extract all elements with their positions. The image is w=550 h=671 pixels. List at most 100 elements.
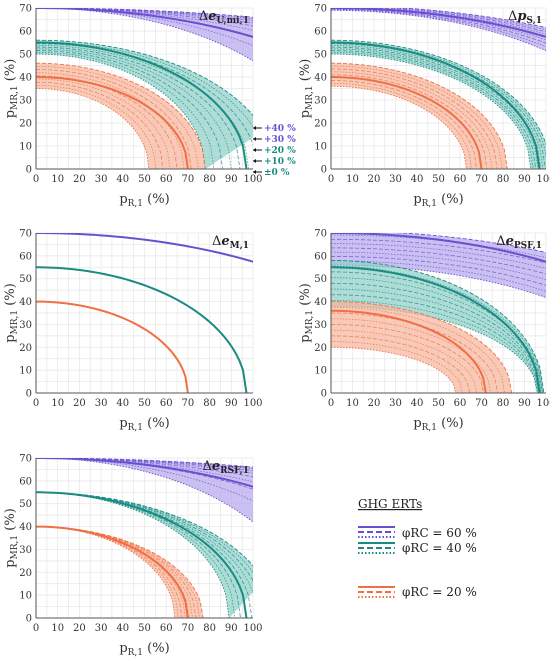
base-curve — [36, 8, 253, 38]
y-tick-label: 60 — [19, 27, 32, 38]
band-boundary-curve — [331, 85, 467, 169]
variant-curve — [36, 458, 253, 483]
variant-curve — [384, 8, 546, 31]
x-tick-label: 40 — [116, 398, 129, 409]
series-phi-60 — [331, 8, 546, 52]
band-boundary-curve — [36, 53, 206, 169]
band-fill — [36, 63, 206, 169]
y-tick-label: 30 — [19, 96, 32, 107]
y-tick-label: 70 — [314, 229, 327, 240]
y-tick-label: 40 — [314, 73, 327, 84]
variant-curve — [36, 458, 253, 474]
x-tick-label: 100 — [536, 398, 550, 409]
variant-curve — [36, 266, 247, 393]
grid — [35, 232, 254, 394]
legend-entry-20: φRC = 20 % — [358, 585, 477, 599]
series-phi-20 — [331, 301, 513, 393]
arrow-annotation-10: +10 % — [253, 157, 296, 167]
band-boundary-curve — [331, 53, 532, 169]
band-boundary-curve — [36, 266, 247, 393]
x-tick-label: 50 — [432, 174, 445, 185]
arrow-label-30: +30 % — [264, 135, 296, 145]
plot-area — [36, 8, 253, 169]
arrow-label-20: +20 % — [264, 146, 296, 156]
base-curve — [331, 233, 546, 263]
x-tick-label: 100 — [243, 398, 262, 409]
band-fill — [331, 8, 546, 51]
x-tick-label: 30 — [389, 174, 402, 185]
variant-curve — [331, 294, 540, 393]
variant-curve — [331, 324, 485, 393]
variant-curve — [331, 251, 546, 280]
variant-curve — [36, 458, 253, 502]
variant-curve — [331, 243, 546, 269]
plot-area — [331, 233, 546, 393]
x-tick-label: 10 — [346, 398, 359, 409]
base-curve — [36, 233, 253, 263]
variant-curve — [331, 329, 478, 393]
x-tick-label: 40 — [116, 623, 129, 634]
base-curve — [36, 41, 248, 169]
variant-curve — [36, 50, 224, 169]
arrow-10-head — [253, 159, 256, 163]
base-curve — [36, 300, 189, 393]
legend-label-20: φRC = 20 % — [402, 585, 477, 599]
x-tick-label: 70 — [182, 398, 195, 409]
series-phi-60 — [36, 8, 253, 62]
x-tick-label: 100 — [536, 174, 550, 185]
variant-curve — [36, 266, 247, 393]
x-tick-label: 30 — [95, 398, 108, 409]
x-tick-label: 50 — [138, 174, 151, 185]
x-tick-label: 0 — [328, 398, 334, 409]
variant-curve — [331, 65, 503, 169]
y-tick-label: 10 — [314, 142, 327, 153]
variant-curve — [36, 51, 215, 169]
y-tick-label: 0 — [26, 165, 32, 176]
x-tick-label: 80 — [203, 174, 216, 185]
variant-curve — [331, 288, 541, 393]
variant-curve — [36, 8, 253, 20]
variant-curve — [331, 265, 544, 393]
y-tick-label: 30 — [19, 320, 32, 331]
base-curve — [331, 266, 541, 393]
increase-annotations: +40 % +30 % +20 % +10 % ±0 % — [253, 124, 296, 178]
series-phi-60 — [36, 458, 253, 523]
legend-entry-60: φRC = 60 % — [358, 526, 477, 540]
chart-panel-4: 0 10 20 30 40 50 60 70 80 90 100 0 10 20 30 40 50 60 70 pR,… — [298, 229, 550, 434]
band-boundary-curve — [331, 264, 546, 299]
variant-curve — [36, 8, 253, 31]
panel-title: ΔpS,1 — [508, 9, 542, 26]
y-axis-label: pMR,1 (%) — [3, 283, 20, 343]
arrow-40-head — [253, 126, 256, 130]
band-boundary-curve — [331, 259, 545, 393]
y-tick-label: 40 — [19, 73, 32, 84]
series-phi-40 — [36, 266, 248, 393]
x-tick-label: 0 — [328, 174, 334, 185]
variant-curve — [331, 306, 506, 393]
x-tick-label: 20 — [368, 174, 381, 185]
variant-curve — [36, 8, 253, 47]
variant-curve — [331, 68, 498, 169]
chart-panel-3: 0 10 20 30 40 50 60 70 80 90 100 0 10 20 30 40 50 60 70 pR,… — [3, 229, 263, 434]
band-boundary-curve — [331, 301, 513, 393]
plot-area — [36, 233, 253, 393]
variant-curve — [331, 74, 488, 169]
y-tick-label: 20 — [19, 119, 32, 130]
y-axis-label: pMR,1 (%) — [298, 283, 315, 343]
band-boundary-curve — [36, 39, 253, 117]
x-tick-label: 10 — [51, 398, 64, 409]
band-fill — [331, 260, 544, 393]
variant-curve — [331, 80, 478, 169]
y-tick-label: 20 — [19, 568, 32, 579]
x-tick-label: 50 — [432, 398, 445, 409]
variant-curve — [331, 50, 537, 169]
y-axis-label: pMR,1 (%) — [298, 59, 315, 119]
band-fill — [36, 267, 247, 393]
chart-panel-2: 0 10 20 30 40 50 60 70 80 90 100 0 10 20 30 40 50 60 70 pR,… — [298, 4, 550, 210]
variant-curve — [36, 266, 247, 393]
variant-curve — [36, 65, 199, 169]
y-tick-label: 60 — [19, 476, 32, 487]
y-tick-label: 50 — [19, 274, 32, 285]
x-tick-label: 90 — [225, 398, 238, 409]
arrow-label-40: +40 % — [264, 124, 296, 134]
